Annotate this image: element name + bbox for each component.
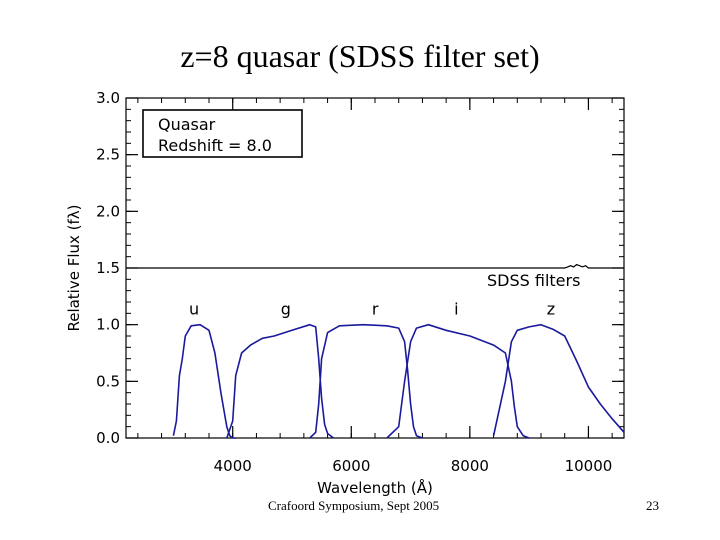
filter-curve-i	[386, 323, 530, 439]
filter-curve-z	[492, 323, 625, 436]
filter-curve-g	[226, 323, 334, 439]
y-axis-label: Relative Flux (fλ)	[65, 204, 83, 331]
filter-curve-u	[172, 323, 236, 439]
filter-label-g: g	[281, 299, 291, 318]
page-number: 23	[646, 498, 659, 513]
filter-label-r: r	[372, 299, 379, 318]
filter-label-z: z	[547, 299, 555, 318]
sdss-filters-annotation: SDSS filters	[487, 271, 580, 290]
y-tick-label: 1.0	[96, 316, 120, 334]
legend-box	[142, 109, 303, 158]
x-tick-label: 6000	[332, 457, 370, 475]
y-tick-label: 2.0	[96, 202, 120, 220]
y-tick-label: 0.5	[96, 372, 120, 390]
x-tick-label: 4000	[214, 457, 252, 475]
legend-line-quasar: Quasar	[158, 115, 216, 134]
y-tick-label: 0.0	[96, 429, 120, 447]
x-axis-label: Wavelength (Å)	[317, 478, 433, 497]
filter-label-i: i	[454, 299, 458, 318]
x-tick-label: 10000	[565, 457, 613, 475]
filter-curve-r	[309, 323, 423, 439]
footer-symposium: Crafoord Symposium, Sept 2005	[268, 498, 440, 513]
y-tick-label: 3.0	[96, 89, 120, 107]
legend-line-redshift: Redshift = 8.0	[158, 136, 272, 155]
y-tick-label: 1.5	[96, 259, 120, 277]
filter-label-u: u	[189, 299, 199, 318]
axes-layer: 0.0 0.5 1.0 1.5 2.0 2.5 3.0 4000 6000 8000 10000	[96, 89, 625, 475]
quasar-spectrum-line	[126, 263, 624, 269]
slide-title: z=8 quasar (SDSS filter set)	[180, 38, 540, 74]
x-tick-label: 8000	[451, 457, 489, 475]
y-tick-label: 2.5	[96, 146, 120, 164]
legend: Quasar Redshift = 8.0	[142, 109, 303, 158]
